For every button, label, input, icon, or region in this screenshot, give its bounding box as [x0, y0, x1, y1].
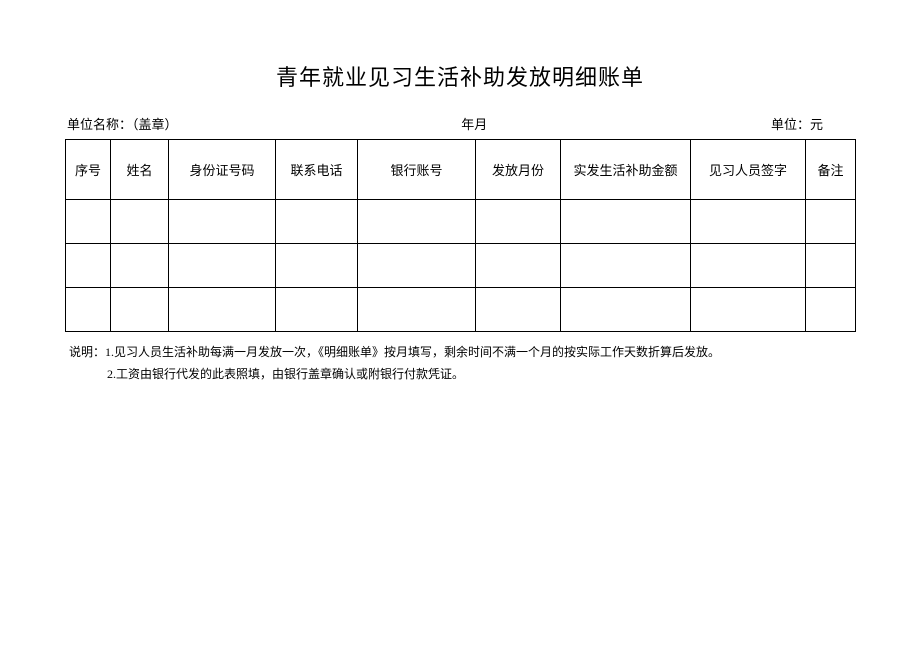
col-header-sign: 见习人员签字	[691, 140, 806, 200]
cell	[169, 288, 276, 332]
cell	[169, 244, 276, 288]
col-header-amount: 实发生活补助金额	[561, 140, 691, 200]
note-text-1: 1.见习人员生活补助每满一月发放一次，《明细账单》按月填写，剩余时间不满一个月的…	[105, 345, 720, 359]
col-header-index: 序号	[66, 140, 111, 200]
unit-value: 元	[810, 117, 823, 132]
org-name-label: 单位名称：	[67, 117, 132, 132]
note-line-2: 2.工资由银行代发的此表照填，由银行盖章确认或附银行付款凭证。	[65, 364, 855, 386]
col-header-bank: 银行账号	[358, 140, 476, 200]
unit-label: 单位：	[771, 117, 810, 132]
cell	[66, 200, 111, 244]
col-header-phone: 联系电话	[276, 140, 358, 200]
cell	[476, 288, 561, 332]
org-name-value: （盖章）	[132, 117, 178, 132]
cell	[358, 200, 476, 244]
cell	[358, 244, 476, 288]
notes: 说明：1.见习人员生活补助每满一月发放一次，《明细账单》按月填写，剩余时间不满一…	[65, 342, 855, 385]
cell	[476, 244, 561, 288]
year-month: 年月	[178, 114, 771, 133]
cell	[561, 288, 691, 332]
cell	[691, 200, 806, 244]
org-name: 单位名称：（盖章）	[67, 114, 178, 133]
cell	[358, 288, 476, 332]
cell	[691, 288, 806, 332]
meta-row: 单位名称：（盖章） 年月 单位：元	[65, 114, 855, 133]
cell	[806, 244, 856, 288]
cell	[169, 200, 276, 244]
page-title: 青年就业见习生活补助发放明细账单	[65, 60, 855, 92]
cell	[111, 288, 169, 332]
table-row	[66, 244, 856, 288]
note-line-1: 说明：1.见习人员生活补助每满一月发放一次，《明细账单》按月填写，剩余时间不满一…	[65, 342, 855, 364]
table-row	[66, 200, 856, 244]
cell	[806, 200, 856, 244]
col-header-remark: 备注	[806, 140, 856, 200]
cell	[561, 244, 691, 288]
cell	[276, 200, 358, 244]
cell	[691, 244, 806, 288]
col-header-month: 发放月份	[476, 140, 561, 200]
detail-table: 序号 姓名 身份证号码 联系电话 银行账号 发放月份 实发生活补助金额 见习人员…	[65, 139, 856, 332]
cell	[111, 244, 169, 288]
table-header-row: 序号 姓名 身份证号码 联系电话 银行账号 发放月份 实发生活补助金额 见习人员…	[66, 140, 856, 200]
note-prefix: 说明：	[69, 345, 105, 359]
unit: 单位：元	[771, 114, 853, 133]
col-header-idnum: 身份证号码	[169, 140, 276, 200]
cell	[806, 288, 856, 332]
cell	[276, 288, 358, 332]
cell	[476, 200, 561, 244]
cell	[66, 244, 111, 288]
table-row	[66, 288, 856, 332]
cell	[66, 288, 111, 332]
cell	[276, 244, 358, 288]
cell	[111, 200, 169, 244]
col-header-name: 姓名	[111, 140, 169, 200]
cell	[561, 200, 691, 244]
